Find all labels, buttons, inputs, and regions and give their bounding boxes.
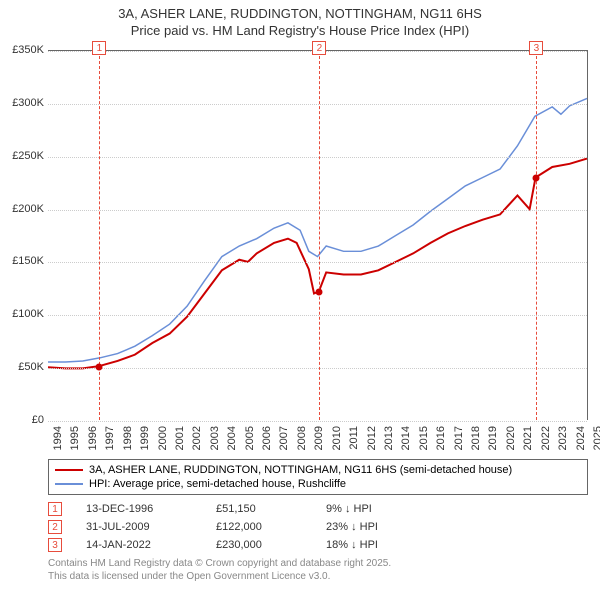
sales-row-delta: 23% ↓ HPI	[326, 521, 426, 533]
legend-swatch-hpi	[55, 483, 83, 485]
sale-marker-dot	[96, 363, 103, 370]
sale-marker-line	[536, 51, 537, 420]
x-tick-label: 2019	[487, 426, 499, 450]
legend-label-hpi: HPI: Average price, semi-detached house,…	[89, 478, 346, 490]
sale-marker-dot	[316, 289, 323, 296]
x-tick-label: 1999	[139, 426, 151, 450]
series-hpi	[48, 98, 587, 362]
x-tick-label: 2016	[435, 426, 447, 450]
sale-marker-box: 3	[529, 41, 543, 55]
sales-row-price: £122,000	[216, 521, 326, 533]
series-price_paid	[48, 159, 587, 369]
sales-row-delta: 9% ↓ HPI	[326, 503, 426, 515]
sales-row-delta: 18% ↓ HPI	[326, 539, 426, 551]
sales-row-price: £51,150	[216, 503, 326, 515]
y-gridline	[48, 157, 587, 158]
x-tick-label: 2003	[209, 426, 221, 450]
x-tick-label: 2014	[400, 426, 412, 450]
sales-row-marker: 3	[48, 538, 62, 552]
x-tick-label: 2023	[557, 426, 569, 450]
sales-table: 1 13-DEC-1996£51,1509% ↓ HPI 2 31-JUL-2009£…	[48, 500, 426, 554]
sale-marker-dot	[533, 174, 540, 181]
sales-row-price: £230,000	[216, 539, 326, 551]
x-tick-label: 2024	[575, 426, 587, 450]
x-tick-label: 2013	[383, 426, 395, 450]
sales-row: 3 14-JAN-2022£230,00018% ↓ HPI	[48, 536, 426, 554]
y-gridline	[48, 104, 587, 105]
x-tick-label: 2000	[157, 426, 169, 450]
sales-row-marker: 2	[48, 520, 62, 534]
sales-row: 2 31-JUL-2009£122,00023% ↓ HPI	[48, 518, 426, 536]
footer-line-2: This data is licensed under the Open Gov…	[48, 571, 391, 584]
footer-line-1: Contains HM Land Registry data © Crown c…	[48, 558, 391, 571]
y-gridline	[48, 315, 587, 316]
y-tick-label: £350K	[0, 44, 44, 56]
chart-title-block: 3A, ASHER LANE, RUDDINGTON, NOTTINGHAM, …	[0, 0, 600, 42]
title-line-2: Price paid vs. HM Land Registry's House …	[10, 23, 590, 40]
sale-marker-box: 1	[92, 41, 106, 55]
x-tick-label: 2009	[313, 426, 325, 450]
y-tick-label: £150K	[0, 255, 44, 267]
x-tick-label: 2007	[278, 426, 290, 450]
x-tick-label: 2001	[174, 426, 186, 450]
y-tick-label: £0	[0, 414, 44, 426]
x-tick-label: 2002	[191, 426, 203, 450]
sales-row-date: 14-JAN-2022	[86, 539, 216, 551]
x-tick-label: 2010	[331, 426, 343, 450]
x-tick-label: 2008	[296, 426, 308, 450]
title-line-1: 3A, ASHER LANE, RUDDINGTON, NOTTINGHAM, …	[10, 6, 590, 23]
sale-marker-box: 2	[312, 41, 326, 55]
y-gridline	[48, 210, 587, 211]
x-tick-label: 2025	[592, 426, 600, 450]
sale-marker-line	[319, 51, 320, 420]
x-tick-label: 1994	[52, 426, 64, 450]
legend-row-price-paid: 3A, ASHER LANE, RUDDINGTON, NOTTINGHAM, …	[55, 463, 581, 477]
y-gridline	[48, 368, 587, 369]
x-tick-label: 2011	[348, 426, 360, 450]
y-tick-label: £50K	[0, 361, 44, 373]
x-tick-label: 2018	[470, 426, 482, 450]
sales-row-marker: 1	[48, 502, 62, 516]
x-tick-label: 2004	[226, 426, 238, 450]
x-tick-label: 2022	[540, 426, 552, 450]
sales-row: 1 13-DEC-1996£51,1509% ↓ HPI	[48, 500, 426, 518]
legend: 3A, ASHER LANE, RUDDINGTON, NOTTINGHAM, …	[48, 459, 588, 495]
chart-plot-area: 123	[48, 50, 588, 420]
sales-row-date: 31-JUL-2009	[86, 521, 216, 533]
y-gridline	[48, 421, 587, 422]
legend-swatch-price-paid	[55, 469, 83, 471]
x-tick-label: 1996	[87, 426, 99, 450]
footer: Contains HM Land Registry data © Crown c…	[48, 558, 391, 583]
chart-svg	[48, 51, 587, 420]
y-tick-label: £300K	[0, 97, 44, 109]
legend-row-hpi: HPI: Average price, semi-detached house,…	[55, 477, 581, 491]
y-tick-label: £200K	[0, 203, 44, 215]
y-gridline	[48, 262, 587, 263]
y-tick-label: £250K	[0, 150, 44, 162]
x-tick-label: 2020	[505, 426, 517, 450]
x-tick-label: 1997	[104, 426, 116, 450]
legend-label-price-paid: 3A, ASHER LANE, RUDDINGTON, NOTTINGHAM, …	[89, 464, 512, 476]
x-tick-label: 1995	[69, 426, 81, 450]
x-tick-label: 2017	[453, 426, 465, 450]
x-tick-label: 2006	[261, 426, 273, 450]
x-tick-label: 2005	[244, 426, 256, 450]
x-tick-label: 2015	[418, 426, 430, 450]
x-tick-label: 1998	[122, 426, 134, 450]
x-tick-label: 2012	[366, 426, 378, 450]
y-tick-label: £100K	[0, 308, 44, 320]
sales-row-date: 13-DEC-1996	[86, 503, 216, 515]
x-tick-label: 2021	[522, 426, 534, 450]
